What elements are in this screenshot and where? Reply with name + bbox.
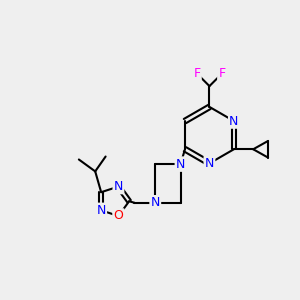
Text: N: N bbox=[97, 204, 106, 217]
Text: F: F bbox=[218, 67, 226, 80]
Text: N: N bbox=[114, 180, 123, 193]
Text: F: F bbox=[194, 67, 200, 80]
Text: N: N bbox=[151, 196, 160, 209]
Text: N: N bbox=[229, 115, 239, 128]
Text: O: O bbox=[113, 209, 123, 223]
Text: N: N bbox=[205, 157, 214, 170]
Text: N: N bbox=[176, 158, 185, 171]
